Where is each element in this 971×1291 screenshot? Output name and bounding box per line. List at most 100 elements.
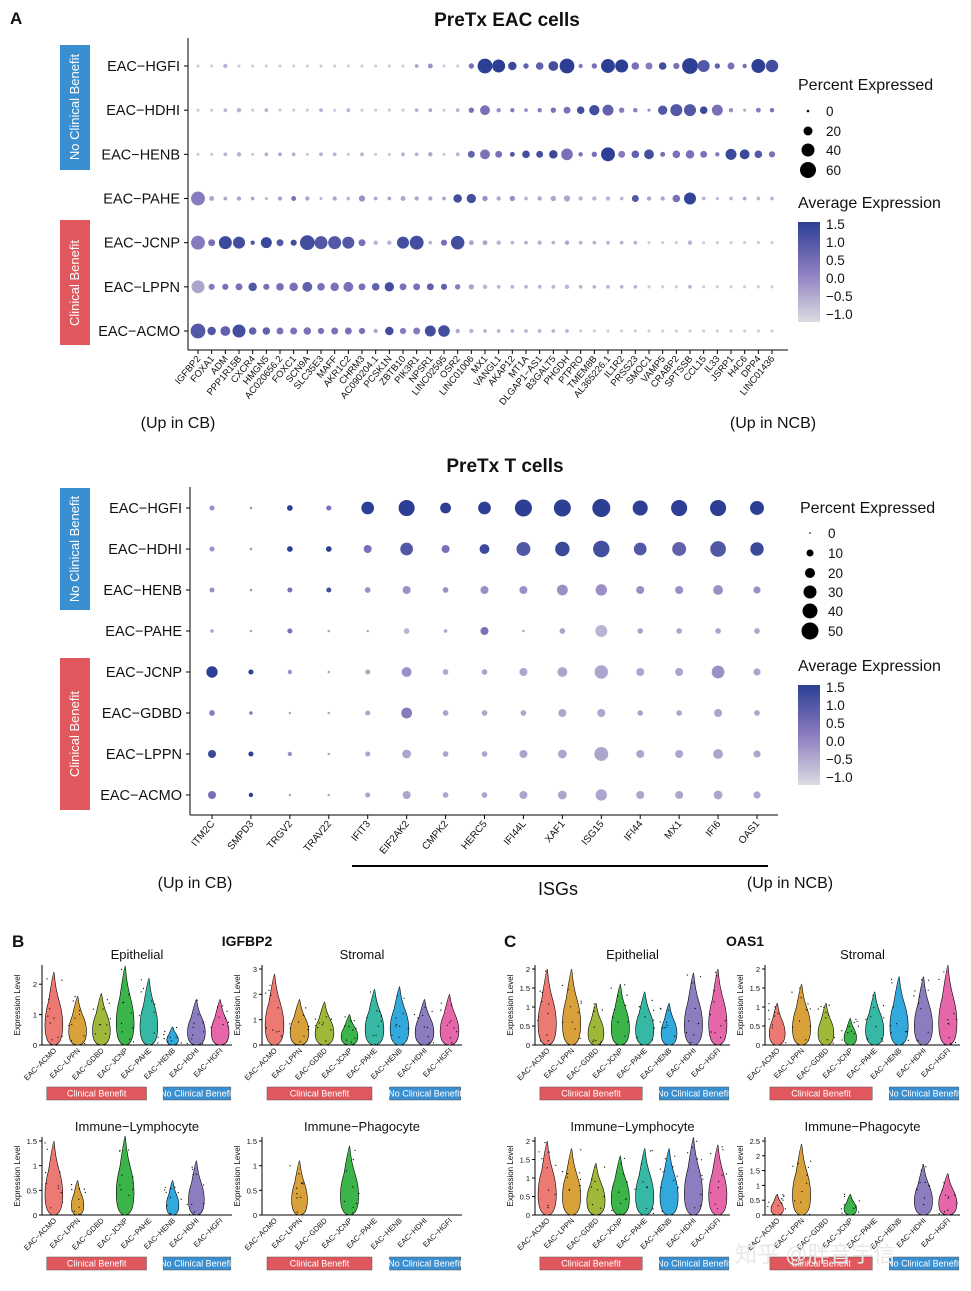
tcell-dotplot-row-label: EAC−LPPN — [106, 747, 182, 763]
panel-a-color-val-1: 1.0 — [826, 235, 845, 250]
eac-dotplot-dot — [550, 195, 557, 202]
tcell-dotplot-dot — [248, 669, 254, 675]
oas1-violin-1-point — [920, 979, 923, 981]
eac-dotplot-dot — [768, 151, 776, 158]
eac-dotplot-dot — [210, 108, 214, 112]
igfbp2-violin-3-point — [352, 1186, 354, 1188]
tcell-dotplot-dot — [675, 749, 684, 759]
igfbp2-violin-0-point — [53, 1017, 55, 1019]
igfbp2-violin-2-point — [165, 1191, 167, 1193]
eac-dotplot-dot — [578, 63, 583, 69]
panel-t-size-val-2: 20 — [828, 566, 843, 581]
panel-t-size-key-20 — [805, 568, 815, 578]
igfbp2-violin-0-point — [70, 1040, 72, 1042]
tcell-dotplot-dot — [401, 667, 412, 677]
oas1-violin-2-point — [623, 1157, 626, 1159]
eac-dotplot-dot — [480, 149, 490, 160]
eac-dotplot-dot — [496, 240, 501, 245]
eac-dotplot-dot — [551, 284, 556, 289]
eac-dotplot-dot — [399, 283, 407, 291]
oas1-violin-1-point — [867, 1038, 869, 1040]
tcell-dotplot-dot — [249, 506, 253, 510]
igfbp2-violin-1-point — [377, 1025, 379, 1027]
eac-dotplot-dot — [729, 285, 733, 289]
panel-t-note-right: (Up in NCB) — [747, 875, 833, 892]
eac-dotplot-dot — [299, 235, 315, 251]
eac-dotplot-dot — [631, 195, 639, 202]
oas1-violin-3-point — [781, 1202, 783, 1204]
oas1-violin-0-point — [715, 971, 717, 973]
igfbp2-violin-1-ylabel: Expression Level — [233, 974, 242, 1035]
tcell-dotplot-dot — [248, 792, 254, 798]
tcell-dotplot-dot — [442, 710, 449, 716]
tcell-dotplot-dot — [249, 588, 253, 592]
oas1-violin-0-point — [547, 1012, 549, 1015]
oas1-violin-2-point — [677, 1187, 679, 1189]
igfbp2-violin-3-point — [300, 1196, 302, 1198]
eac-dotplot-dot — [727, 62, 735, 70]
oas1-violin-0-point — [600, 1041, 602, 1043]
oas1-violin-2-point — [579, 1185, 582, 1187]
igfbp2-violin-3-cb-bar — [266, 1256, 373, 1271]
oas1-violin-0-point — [547, 1040, 549, 1042]
eac-dotplot-dot — [683, 192, 697, 205]
igfbp2-violin-1-point — [303, 1035, 305, 1037]
oas1-violin-1-point — [805, 1039, 807, 1041]
igfbp2-violin-1-violin — [389, 986, 410, 1046]
panel-t-color-val-2: 0.5 — [826, 716, 845, 731]
igfbp2-violin-1-point — [395, 1025, 397, 1027]
panel-a-colorbar — [798, 222, 820, 322]
oas1-violin-2-point — [725, 1173, 728, 1175]
igfbp2-violin-0-point — [102, 1008, 104, 1010]
eac-dotplot-dot — [358, 327, 366, 335]
oas1-violin-3-point — [782, 1199, 784, 1201]
panel-t-size-val-1: 10 — [828, 546, 843, 561]
eac-dotplot-dot — [331, 327, 339, 335]
igfbp2-violin-0-point — [84, 1043, 86, 1045]
eac-dotplot-dot — [606, 329, 610, 333]
tcell-dotplot-dot — [632, 500, 648, 516]
oas1-violin-2-point — [716, 1208, 719, 1210]
oas1-violin-1-point — [913, 995, 915, 997]
eac-dotplot-dot — [426, 283, 434, 291]
tcell-dotplot-dot — [327, 752, 331, 756]
oas1-violin-2-ylabel: Expression Level — [506, 1145, 515, 1206]
igfbp2-violin-0-violin — [68, 996, 87, 1046]
eac-dotplot-dot — [468, 240, 474, 246]
tcell-dotplot-dot — [713, 790, 723, 800]
tcell-dotplot-dot — [558, 708, 567, 718]
igfbp2-violin-2-point — [57, 1185, 59, 1187]
oas1-violin-2-point — [697, 1158, 699, 1160]
igfbp2-violin-1-point — [350, 1041, 352, 1043]
tcell-dotplot-dot — [750, 542, 764, 556]
oas1-violin-0-point — [539, 990, 541, 992]
oas1-violin-3-point — [777, 1205, 779, 1207]
tcell-dotplot-dot — [753, 750, 761, 758]
oas1-violin-2-title: Immune−Lymphocyte — [570, 1119, 694, 1134]
igfbp2-violin-2-point — [78, 1206, 80, 1208]
oas1-violin-1-point — [774, 1015, 776, 1017]
tcell-dotplot-dot — [592, 499, 611, 517]
igfbp2-violin-0-point — [153, 1011, 155, 1014]
oas1-violin-2-ncb-label: No Clinical Benefit — [657, 1259, 731, 1269]
igfbp2-violin-1-point — [307, 1029, 309, 1031]
eac-dotplot-dot — [314, 236, 328, 250]
oas1-violin-3-point — [840, 1208, 843, 1210]
eac-dotplot-dot — [401, 108, 405, 112]
oas1-violin-3-point — [783, 1195, 785, 1197]
eac-dotplot-dot — [579, 329, 583, 333]
oas1-violin-1-point — [856, 1020, 858, 1022]
tcell-dotplot-gene-label: TRAV22 — [302, 819, 335, 855]
oas1-violin-1-violin — [843, 1018, 857, 1046]
oas1-violin-2-violin — [610, 1155, 630, 1216]
eac-dotplot-dot — [601, 59, 615, 73]
oas1-violin-3-point — [843, 1193, 846, 1195]
eac-dotplot-dot — [396, 236, 410, 249]
igfbp2-violin-1-ncb-bar — [389, 1086, 461, 1101]
igfbp2-violin-1-point — [280, 1035, 282, 1037]
igfbp2-violin-0-ytick-label: 1 — [33, 1011, 37, 1020]
igfbp2-violin-1-point — [355, 1027, 357, 1029]
igfbp2-violin-0-point — [49, 1008, 51, 1010]
oas1-violin-0-cb-label: Clinical Benefit — [561, 1089, 621, 1099]
eac-dotplot-dot — [450, 235, 465, 250]
